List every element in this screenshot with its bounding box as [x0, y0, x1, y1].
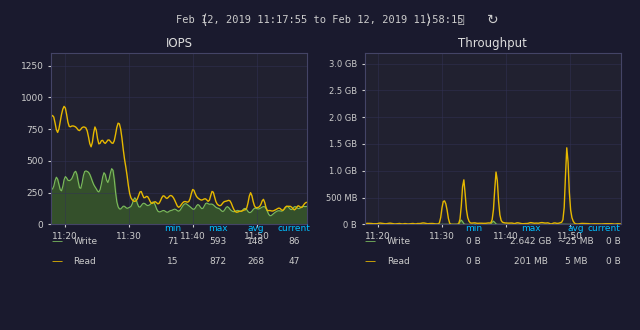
- Text: avg: avg: [568, 224, 584, 233]
- Text: Read: Read: [74, 257, 97, 266]
- Text: Feb 12, 2019 11:17:55 to Feb 12, 2019 11:58:15: Feb 12, 2019 11:17:55 to Feb 12, 2019 11…: [176, 15, 464, 25]
- Text: 2.642 GB: 2.642 GB: [511, 237, 552, 246]
- Text: ~25 MB: ~25 MB: [558, 237, 594, 246]
- Title: Throughput: Throughput: [458, 37, 527, 50]
- Text: 71: 71: [167, 237, 179, 246]
- Text: Read: Read: [387, 257, 410, 266]
- Text: 0 B: 0 B: [606, 257, 621, 266]
- Text: ↻: ↻: [487, 13, 499, 27]
- Text: 148: 148: [248, 237, 264, 246]
- Text: 🔍: 🔍: [458, 15, 464, 25]
- Text: max: max: [208, 224, 227, 233]
- Text: Write: Write: [387, 237, 412, 246]
- Text: —: —: [51, 256, 62, 266]
- Text: 268: 268: [248, 257, 264, 266]
- Text: 0 B: 0 B: [466, 237, 481, 246]
- Text: 0 B: 0 B: [466, 257, 481, 266]
- Text: current: current: [278, 224, 311, 233]
- Text: —: —: [365, 236, 376, 246]
- Text: ⟨: ⟨: [202, 13, 207, 27]
- Text: —: —: [365, 256, 376, 266]
- Text: 86: 86: [289, 237, 300, 246]
- Text: Write: Write: [74, 237, 98, 246]
- Text: 593: 593: [209, 237, 226, 246]
- Text: 5 MB: 5 MB: [564, 257, 588, 266]
- Text: min: min: [164, 224, 181, 233]
- Text: current: current: [588, 224, 621, 233]
- Text: 201 MB: 201 MB: [515, 257, 548, 266]
- Text: ⟩: ⟩: [426, 13, 431, 27]
- Text: 872: 872: [209, 257, 226, 266]
- Text: 0 B: 0 B: [606, 237, 621, 246]
- Text: min: min: [465, 224, 482, 233]
- Text: —: —: [51, 236, 62, 246]
- Title: IOPS: IOPS: [166, 37, 193, 50]
- Text: 47: 47: [289, 257, 300, 266]
- Text: avg: avg: [248, 224, 264, 233]
- Text: max: max: [522, 224, 541, 233]
- Text: 15: 15: [167, 257, 179, 266]
